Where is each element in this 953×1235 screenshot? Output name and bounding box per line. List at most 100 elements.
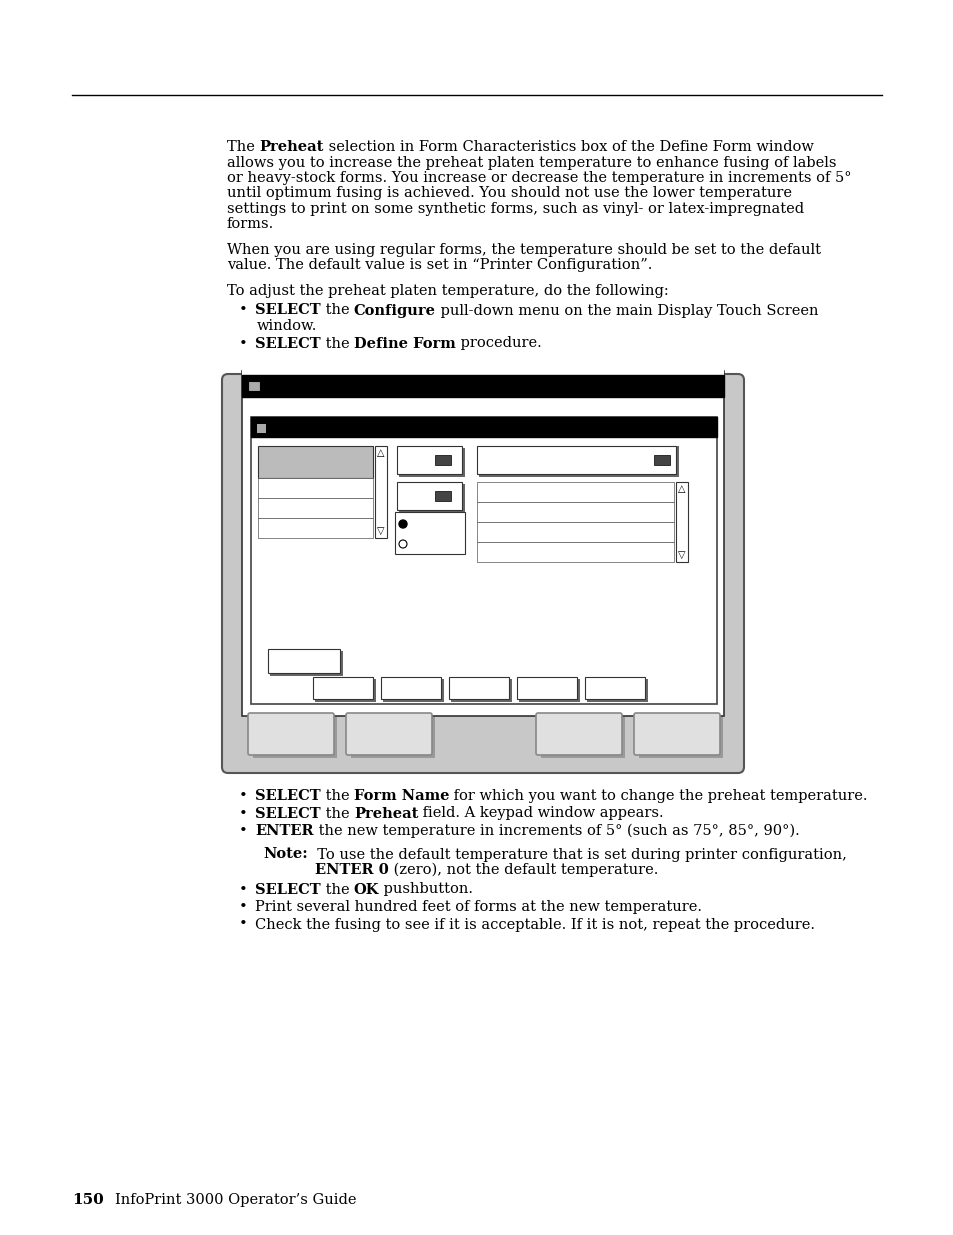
Text: field. A keypad window appears.: field. A keypad window appears. <box>417 806 663 820</box>
Bar <box>619 718 624 758</box>
Bar <box>313 677 373 699</box>
Bar <box>584 677 644 699</box>
Bar <box>351 753 433 758</box>
Bar <box>435 492 451 501</box>
Text: •: • <box>239 918 248 931</box>
Text: Form Name: Form Name <box>354 789 449 803</box>
Text: •: • <box>239 789 248 803</box>
Text: ENTER: ENTER <box>254 824 314 839</box>
Bar <box>257 498 373 517</box>
Text: •: • <box>239 806 248 820</box>
Bar <box>251 417 717 437</box>
Bar <box>257 446 373 478</box>
Bar <box>242 375 723 396</box>
Bar <box>540 753 622 758</box>
Text: •: • <box>239 336 248 351</box>
Bar <box>461 484 464 513</box>
Bar <box>332 718 336 758</box>
Text: value. The default value is set in “Printer Configuration”.: value. The default value is set in “Prin… <box>227 258 652 273</box>
Text: △: △ <box>678 484 685 494</box>
Bar <box>242 370 723 716</box>
Bar <box>517 677 577 699</box>
Text: window.: window. <box>256 319 317 333</box>
Bar <box>509 679 512 701</box>
Text: SELECT: SELECT <box>254 789 320 803</box>
Text: Print several hundred feet of forms at the new temperature.: Print several hundred feet of forms at t… <box>254 900 701 914</box>
Bar <box>242 367 723 375</box>
Bar <box>398 474 463 477</box>
Bar <box>395 513 464 555</box>
Text: ▽: ▽ <box>376 526 384 536</box>
Bar <box>476 501 673 522</box>
Bar <box>449 677 509 699</box>
Bar <box>314 699 375 701</box>
Bar <box>676 446 679 477</box>
Bar <box>253 753 335 758</box>
Text: selection in Form Characteristics box of the Define Form window: selection in Form Characteristics box of… <box>323 140 813 154</box>
FancyBboxPatch shape <box>222 374 743 773</box>
Text: the: the <box>320 304 354 317</box>
Bar <box>339 651 343 676</box>
Text: forms.: forms. <box>227 217 274 231</box>
Text: Configure: Configure <box>354 304 436 317</box>
Bar <box>396 446 461 474</box>
Text: •: • <box>239 304 248 317</box>
Text: SELECT: SELECT <box>254 304 320 317</box>
Bar <box>268 650 339 673</box>
Text: △: △ <box>376 448 384 458</box>
Bar <box>476 482 673 501</box>
Bar <box>435 454 451 466</box>
Bar <box>478 474 678 477</box>
Bar <box>398 510 463 513</box>
Text: SELECT: SELECT <box>254 806 320 820</box>
Text: Preheat: Preheat <box>354 806 417 820</box>
Bar <box>586 699 646 701</box>
Text: The: The <box>227 140 259 154</box>
Bar <box>676 482 687 562</box>
Text: pull-down menu on the main Display Touch Screen: pull-down menu on the main Display Touch… <box>436 304 818 317</box>
Text: InfoPrint 3000 Operator’s Guide: InfoPrint 3000 Operator’s Guide <box>115 1193 356 1207</box>
FancyBboxPatch shape <box>536 713 621 755</box>
Text: until optimum fusing is achieved. You should not use the lower temperature: until optimum fusing is achieved. You sh… <box>227 186 791 200</box>
Text: ▽: ▽ <box>678 550 685 559</box>
Bar <box>639 753 720 758</box>
Bar <box>251 417 717 704</box>
Bar <box>396 482 461 510</box>
Text: 150: 150 <box>71 1193 104 1207</box>
Text: SELECT: SELECT <box>254 883 320 897</box>
Text: allows you to increase the preheat platen temperature to enhance fusing of label: allows you to increase the preheat plate… <box>227 156 836 169</box>
Text: the: the <box>320 336 354 351</box>
Bar <box>257 517 373 538</box>
Bar <box>476 542 673 562</box>
Text: the: the <box>320 789 354 803</box>
Bar <box>644 679 647 701</box>
Bar <box>577 679 579 701</box>
Text: Check the fusing to see if it is acceptable. If it is not, repeat the procedure.: Check the fusing to see if it is accepta… <box>254 918 814 931</box>
Text: pushbutton.: pushbutton. <box>379 883 473 897</box>
Bar <box>248 382 260 391</box>
Bar <box>375 446 387 538</box>
Bar <box>476 522 673 542</box>
Text: Define Form: Define Form <box>354 336 456 351</box>
FancyBboxPatch shape <box>634 713 720 755</box>
Bar <box>257 478 373 498</box>
Text: Preheat: Preheat <box>259 140 323 154</box>
Bar <box>451 699 511 701</box>
Bar <box>440 679 443 701</box>
Text: procedure.: procedure. <box>456 336 540 351</box>
Bar <box>380 677 440 699</box>
Text: When you are using regular forms, the temperature should be set to the default: When you are using regular forms, the te… <box>227 243 821 257</box>
Circle shape <box>398 520 407 529</box>
Text: ENTER 0: ENTER 0 <box>314 863 388 877</box>
Text: the: the <box>320 883 354 897</box>
Text: Note:: Note: <box>263 847 308 862</box>
Text: SELECT: SELECT <box>254 336 320 351</box>
Text: To adjust the preheat platen temperature, do the following:: To adjust the preheat platen temperature… <box>227 284 668 298</box>
Bar <box>718 718 722 758</box>
Bar <box>373 679 375 701</box>
Text: To use the default temperature that is set during printer configuration,: To use the default temperature that is s… <box>308 847 845 862</box>
Text: the new temperature in increments of 5° (such as 75°, 85°, 90°).: the new temperature in increments of 5° … <box>314 824 799 839</box>
Bar <box>654 454 669 466</box>
Circle shape <box>398 540 407 548</box>
Text: or heavy-stock forms. You increase or decrease the temperature in increments of : or heavy-stock forms. You increase or de… <box>227 170 851 185</box>
